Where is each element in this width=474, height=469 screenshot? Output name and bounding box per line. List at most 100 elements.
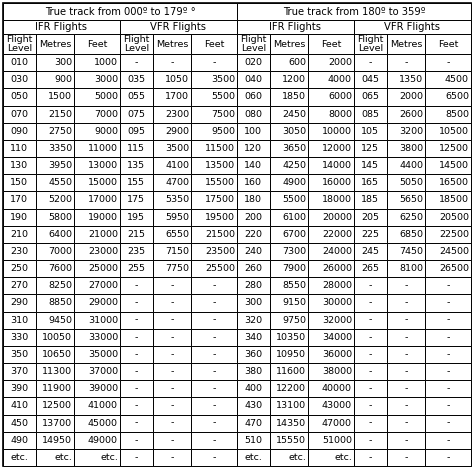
Text: -: - bbox=[404, 384, 408, 393]
Text: -: - bbox=[135, 419, 138, 428]
Bar bbox=[191, 140, 237, 157]
Text: 36000: 36000 bbox=[322, 350, 352, 359]
Text: 27000: 27000 bbox=[88, 281, 118, 290]
Bar bbox=[120, 157, 153, 174]
Text: -: - bbox=[135, 401, 138, 410]
Text: 6250: 6250 bbox=[399, 212, 423, 221]
Bar bbox=[153, 295, 191, 311]
Text: -: - bbox=[447, 367, 450, 376]
Bar bbox=[237, 174, 270, 191]
Text: 430: 430 bbox=[244, 401, 262, 410]
Text: -: - bbox=[404, 58, 408, 67]
Text: 11300: 11300 bbox=[42, 367, 72, 376]
Text: -: - bbox=[212, 281, 216, 290]
Text: -: - bbox=[404, 419, 408, 428]
Bar bbox=[308, 260, 354, 277]
Text: -: - bbox=[170, 419, 173, 428]
Text: -: - bbox=[170, 333, 173, 342]
Bar bbox=[237, 397, 270, 415]
Bar bbox=[270, 88, 308, 106]
Text: 13500: 13500 bbox=[205, 161, 235, 170]
Text: 3350: 3350 bbox=[48, 144, 72, 153]
Bar bbox=[237, 123, 270, 140]
Text: 33000: 33000 bbox=[88, 333, 118, 342]
Text: 25000: 25000 bbox=[88, 264, 118, 273]
Bar bbox=[387, 260, 425, 277]
Bar bbox=[120, 191, 153, 209]
Text: 4500: 4500 bbox=[445, 75, 469, 84]
Text: -: - bbox=[170, 453, 173, 462]
Bar bbox=[36, 140, 74, 157]
Bar bbox=[3, 260, 36, 277]
Bar bbox=[354, 191, 387, 209]
Bar bbox=[120, 20, 237, 34]
Bar bbox=[74, 329, 120, 346]
Bar bbox=[120, 311, 153, 329]
Text: -: - bbox=[170, 367, 173, 376]
Bar bbox=[387, 346, 425, 363]
Bar bbox=[270, 363, 308, 380]
Text: 2600: 2600 bbox=[399, 110, 423, 119]
Bar bbox=[120, 243, 153, 260]
Bar bbox=[354, 311, 387, 329]
Bar bbox=[74, 226, 120, 243]
Text: 340: 340 bbox=[244, 333, 262, 342]
Text: 320: 320 bbox=[244, 316, 262, 325]
Bar bbox=[120, 174, 153, 191]
Bar bbox=[308, 140, 354, 157]
Text: 290: 290 bbox=[10, 298, 28, 307]
Text: -: - bbox=[135, 281, 138, 290]
Text: 230: 230 bbox=[10, 247, 28, 256]
Text: 7300: 7300 bbox=[282, 247, 306, 256]
Text: 25500: 25500 bbox=[205, 264, 235, 273]
Text: 280: 280 bbox=[244, 281, 262, 290]
Bar bbox=[74, 449, 120, 466]
Bar bbox=[3, 363, 36, 380]
Text: 13100: 13100 bbox=[276, 401, 306, 410]
Bar bbox=[425, 277, 471, 295]
Bar bbox=[3, 88, 36, 106]
Text: 200: 200 bbox=[244, 212, 262, 221]
Bar bbox=[153, 277, 191, 295]
Text: 16500: 16500 bbox=[439, 178, 469, 187]
Text: 265: 265 bbox=[361, 264, 379, 273]
Text: 7150: 7150 bbox=[165, 247, 189, 256]
Bar bbox=[354, 277, 387, 295]
Text: -: - bbox=[447, 333, 450, 342]
Text: 2150: 2150 bbox=[48, 110, 72, 119]
Text: Metres: Metres bbox=[39, 39, 71, 48]
Bar bbox=[191, 54, 237, 71]
Bar bbox=[74, 88, 120, 106]
Bar bbox=[120, 71, 153, 88]
Bar bbox=[120, 140, 153, 157]
Bar bbox=[387, 449, 425, 466]
Text: 3650: 3650 bbox=[282, 144, 306, 153]
Bar bbox=[153, 174, 191, 191]
Bar bbox=[354, 295, 387, 311]
Bar bbox=[153, 260, 191, 277]
Bar bbox=[36, 71, 74, 88]
Text: 6550: 6550 bbox=[165, 230, 189, 239]
Bar bbox=[354, 226, 387, 243]
Text: -: - bbox=[170, 281, 173, 290]
Text: -: - bbox=[170, 316, 173, 325]
Text: 250: 250 bbox=[10, 264, 28, 273]
Bar bbox=[354, 174, 387, 191]
Text: 14950: 14950 bbox=[42, 436, 72, 445]
Text: 510: 510 bbox=[244, 436, 262, 445]
Text: 2900: 2900 bbox=[165, 127, 189, 136]
Text: 410: 410 bbox=[10, 401, 28, 410]
Text: 300: 300 bbox=[54, 58, 72, 67]
Bar bbox=[308, 243, 354, 260]
Bar bbox=[237, 20, 354, 34]
Bar bbox=[191, 226, 237, 243]
Bar bbox=[425, 174, 471, 191]
Text: etc.: etc. bbox=[10, 453, 28, 462]
Bar bbox=[237, 157, 270, 174]
Bar bbox=[308, 209, 354, 226]
Text: 300: 300 bbox=[244, 298, 262, 307]
Text: 255: 255 bbox=[128, 264, 146, 273]
Bar bbox=[387, 71, 425, 88]
Text: -: - bbox=[212, 333, 216, 342]
Text: 4900: 4900 bbox=[282, 178, 306, 187]
